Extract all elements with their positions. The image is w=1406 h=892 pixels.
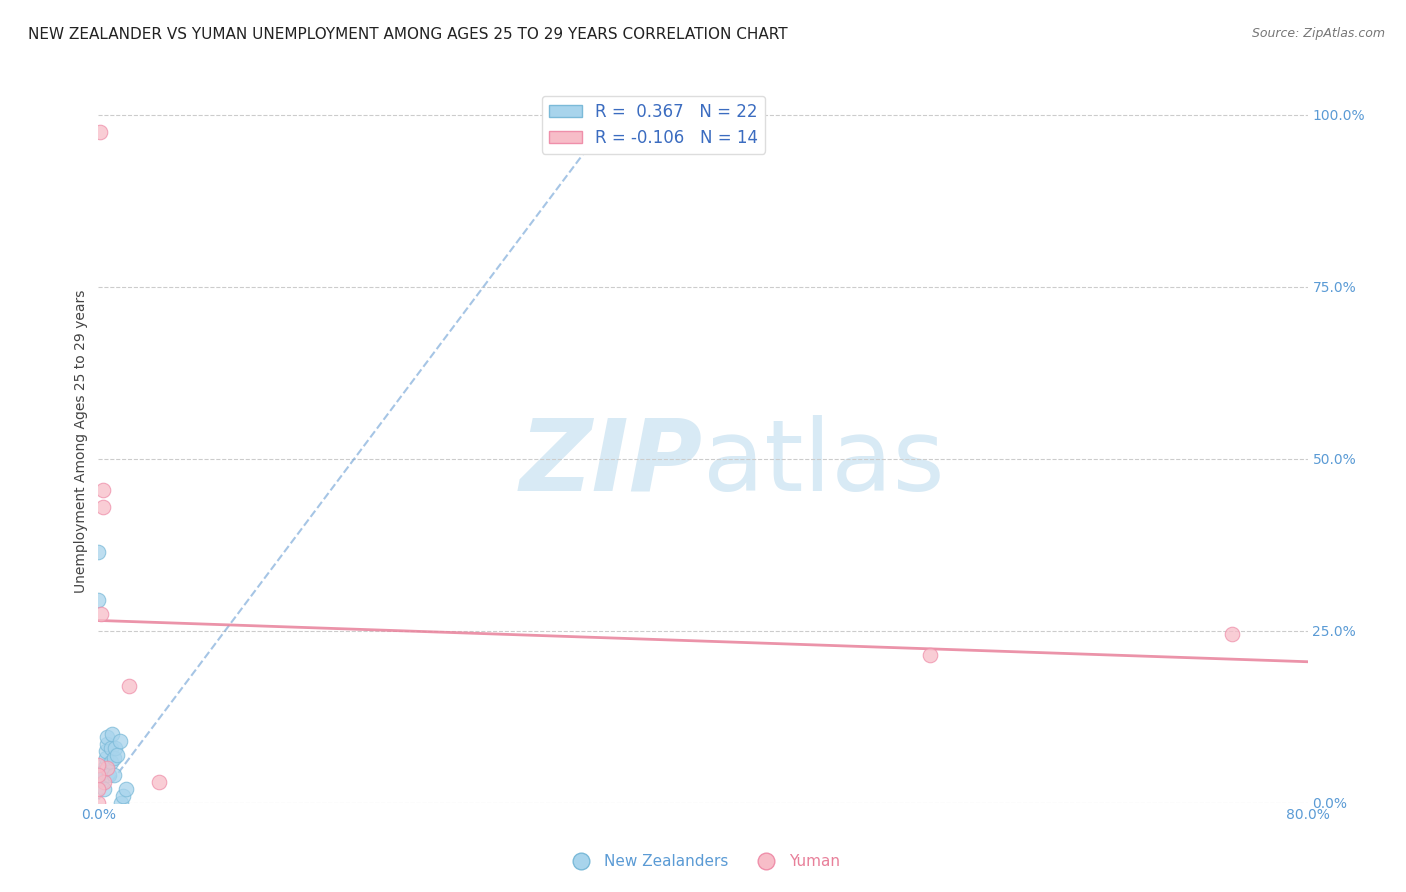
Text: Source: ZipAtlas.com: Source: ZipAtlas.com <box>1251 27 1385 40</box>
Point <box>87 758 110 772</box>
Point <box>105 747 128 762</box>
Point <box>98 768 121 782</box>
Point <box>93 775 115 789</box>
Point <box>94 751 117 765</box>
Point <box>103 751 125 765</box>
Point <box>100 740 122 755</box>
Point <box>114 782 136 797</box>
Point <box>94 744 117 758</box>
Point <box>87 592 110 607</box>
Point <box>90 772 112 786</box>
Point <box>94 758 117 772</box>
Point <box>1220 627 1243 641</box>
Point <box>100 755 122 769</box>
Point <box>87 544 110 558</box>
Point <box>96 737 118 751</box>
Point <box>91 500 114 514</box>
Point <box>91 764 114 779</box>
Point <box>93 782 115 797</box>
Point <box>87 796 110 810</box>
Y-axis label: Unemployment Among Ages 25 to 29 years: Unemployment Among Ages 25 to 29 years <box>75 290 89 593</box>
Point <box>104 740 127 755</box>
Legend: R =  0.367   N = 22, R = -0.106   N = 14: R = 0.367 N = 22, R = -0.106 N = 14 <box>543 95 765 153</box>
Point <box>918 648 941 662</box>
Point <box>87 782 110 797</box>
Point <box>118 679 141 693</box>
Point <box>111 789 134 803</box>
Point <box>89 125 111 139</box>
Point <box>148 775 170 789</box>
Text: NEW ZEALANDER VS YUMAN UNEMPLOYMENT AMONG AGES 25 TO 29 YEARS CORRELATION CHART: NEW ZEALANDER VS YUMAN UNEMPLOYMENT AMON… <box>28 27 787 42</box>
Point <box>90 607 112 621</box>
Point <box>91 483 114 497</box>
Legend: New Zealanders, Yuman: New Zealanders, Yuman <box>560 848 846 875</box>
Point <box>101 727 124 741</box>
Text: atlas: atlas <box>703 415 945 512</box>
Point <box>103 768 125 782</box>
Point <box>96 761 118 775</box>
Text: ZIP: ZIP <box>520 415 703 512</box>
Point <box>108 734 131 748</box>
Point <box>110 796 132 810</box>
Point <box>96 731 118 745</box>
Point <box>87 768 110 782</box>
